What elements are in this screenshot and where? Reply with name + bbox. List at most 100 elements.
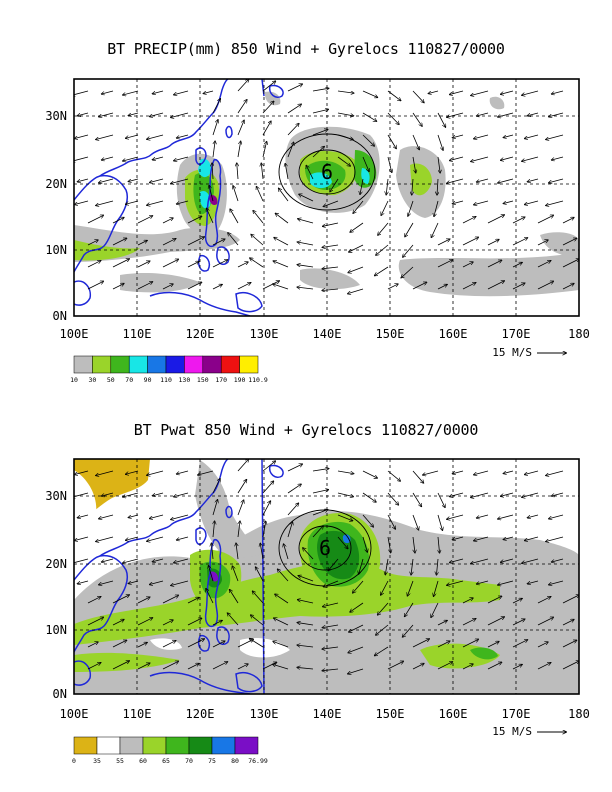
wind-vector (462, 237, 478, 246)
lat-label: 20N (45, 557, 67, 571)
wind-vector (437, 514, 442, 530)
wind-vector (212, 141, 215, 158)
wind-vector (162, 620, 173, 626)
wind-vector (462, 664, 473, 670)
wind-vector (237, 79, 249, 92)
wind-vector (512, 217, 525, 224)
wind-vector (477, 178, 489, 182)
wind-vector (287, 104, 301, 114)
wind-vector (437, 621, 447, 626)
lat-label: 30N (45, 489, 67, 503)
wind-vector (96, 134, 114, 140)
wind-vector (96, 470, 114, 476)
wind-vector (376, 244, 389, 255)
wind-vector (112, 620, 124, 626)
wind-vector (549, 514, 564, 519)
wind-vector (353, 200, 364, 213)
wind-vector (237, 262, 248, 268)
wind-vector (273, 261, 289, 268)
wind-vector (75, 134, 89, 139)
wind-vector (350, 222, 364, 232)
colorbar-swatch (234, 736, 259, 755)
wind-vector (378, 222, 389, 235)
wind-vector (362, 492, 376, 502)
wind-vector (385, 558, 389, 575)
lon-label: 140E (313, 327, 342, 341)
wind-vector (279, 188, 289, 202)
lon-label: 170E (502, 327, 531, 341)
wind-vector (251, 615, 264, 626)
wind-vector (256, 187, 264, 202)
wind-vector (312, 469, 329, 472)
colorbar-swatch (239, 355, 259, 374)
wind-vector (206, 589, 214, 604)
wind-vector (256, 567, 264, 582)
wind-vector (562, 640, 577, 648)
wind-vector (137, 618, 152, 626)
wind-vector (112, 640, 127, 648)
wind-vector (431, 222, 439, 237)
colorbar-swatch (165, 736, 190, 755)
wind-vector (474, 470, 489, 475)
wind-vector (512, 599, 522, 604)
lon-label: 110E (123, 327, 152, 341)
wind-vector (153, 492, 164, 496)
wind-vector (112, 218, 124, 224)
wind-vector (187, 282, 202, 290)
wind-vector (387, 112, 399, 124)
colorbar-label: 190 (234, 376, 246, 384)
wind-vector (262, 101, 274, 114)
wind-vector (423, 470, 439, 475)
wind-vector (522, 492, 539, 497)
wind-vector (437, 178, 438, 195)
wind-vector (462, 262, 473, 268)
wind-vector (413, 536, 415, 553)
wind-vector (287, 142, 294, 158)
wind-vector (253, 211, 264, 224)
wind-vector (87, 281, 103, 290)
wind-vector (362, 470, 377, 478)
wind-vector (297, 287, 314, 289)
gyre-contours (278, 509, 372, 587)
wind-vector (525, 536, 539, 541)
wind-vector (297, 623, 314, 626)
colorbar-label: 10 (70, 376, 78, 384)
wind-vector (312, 490, 328, 494)
wind-vector (462, 639, 478, 648)
wind-vector (174, 492, 189, 497)
colorbar-label: 130 (179, 376, 191, 384)
wind-vector (474, 134, 489, 139)
wind-vector (512, 263, 522, 268)
wind-vector (387, 90, 401, 101)
wind-vector (126, 200, 139, 204)
wind-vector (297, 265, 314, 268)
wind-vector (474, 536, 489, 541)
wind-vector (546, 200, 564, 206)
wind-vector (137, 663, 150, 670)
wind-vector (262, 481, 273, 494)
wind-vector (324, 580, 339, 587)
wind-vector (412, 639, 429, 648)
wind-vector (262, 501, 270, 516)
wind-vector (403, 244, 414, 257)
wind-vector (129, 580, 139, 584)
lat-label: 10N (45, 623, 67, 637)
grid-lines (74, 79, 579, 316)
wind-vector (487, 642, 499, 648)
wind-vector (297, 645, 314, 647)
wind-vector (412, 282, 427, 290)
wind-vector (99, 514, 114, 519)
lat-label: 20N (45, 177, 67, 191)
wind-vectors (74, 459, 579, 674)
wind-vector (528, 514, 539, 518)
wind-vector (412, 134, 419, 150)
wind-vector (112, 661, 129, 670)
wind-vector (462, 598, 473, 604)
wind-vector (303, 548, 314, 560)
wind-vector (99, 178, 114, 183)
wind-vector (177, 536, 189, 540)
lon-label: 140E (313, 707, 342, 721)
wind-vector (381, 580, 389, 595)
colorbar-swatch (142, 736, 167, 755)
wind-vector (150, 580, 164, 585)
